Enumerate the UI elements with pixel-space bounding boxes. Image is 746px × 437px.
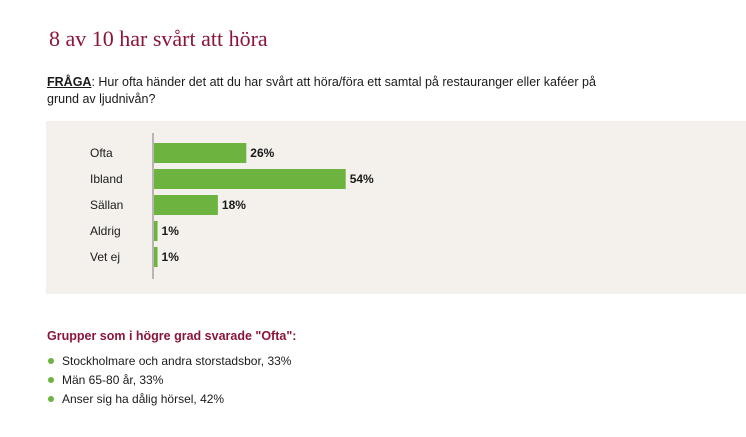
bar-chart: Ofta 26% Ibland 54% Sällan 18% Aldrig 1% Vet ej 1… [90, 133, 374, 279]
bullet-icon [48, 358, 54, 364]
question-text: : Hur ofta händer det att du har svårt a… [47, 75, 596, 106]
bar [154, 169, 346, 189]
survey-question: FRÅGA: Hur ofta händer det att du har sv… [47, 74, 607, 108]
group-item: Stockholmare och andra storstadsbor, 33% [47, 353, 291, 372]
group-item-text: Män 65-80 år, 33% [62, 373, 164, 387]
bar [154, 221, 158, 241]
value-label: 54% [350, 172, 374, 186]
category-label: Ibland [90, 172, 123, 186]
groups-heading: Grupper som i högre grad svarade "Ofta": [47, 329, 297, 343]
group-item-text: Stockholmare och andra storstadsbor, 33% [62, 354, 292, 368]
bar [154, 143, 247, 163]
category-label: Vet ej [90, 250, 120, 264]
bullet-icon [48, 396, 54, 402]
value-label: 1% [162, 250, 180, 264]
category-label: Ofta [90, 146, 113, 160]
bar [154, 247, 158, 267]
bar [154, 195, 218, 215]
group-item-text: Anser sig ha dålig hörsel, 42% [62, 392, 225, 406]
group-item: Anser sig ha dålig hörsel, 42% [47, 391, 291, 410]
bullet-icon [48, 377, 54, 383]
question-label: FRÅGA [47, 75, 92, 89]
category-label: Sällan [90, 198, 123, 212]
value-label: 18% [222, 198, 246, 212]
chart-panel: Ofta 26% Ibland 54% Sällan 18% Aldrig 1% Vet ej 1… [46, 121, 746, 294]
page-title: 8 av 10 har svårt att höra [49, 26, 268, 51]
group-item: Män 65-80 år, 33% [47, 372, 291, 391]
category-label: Aldrig [90, 224, 121, 238]
value-label: 1% [162, 224, 180, 238]
group-list: Stockholmare och andra storstadsbor, 33%… [47, 353, 291, 410]
value-label: 26% [250, 146, 274, 160]
